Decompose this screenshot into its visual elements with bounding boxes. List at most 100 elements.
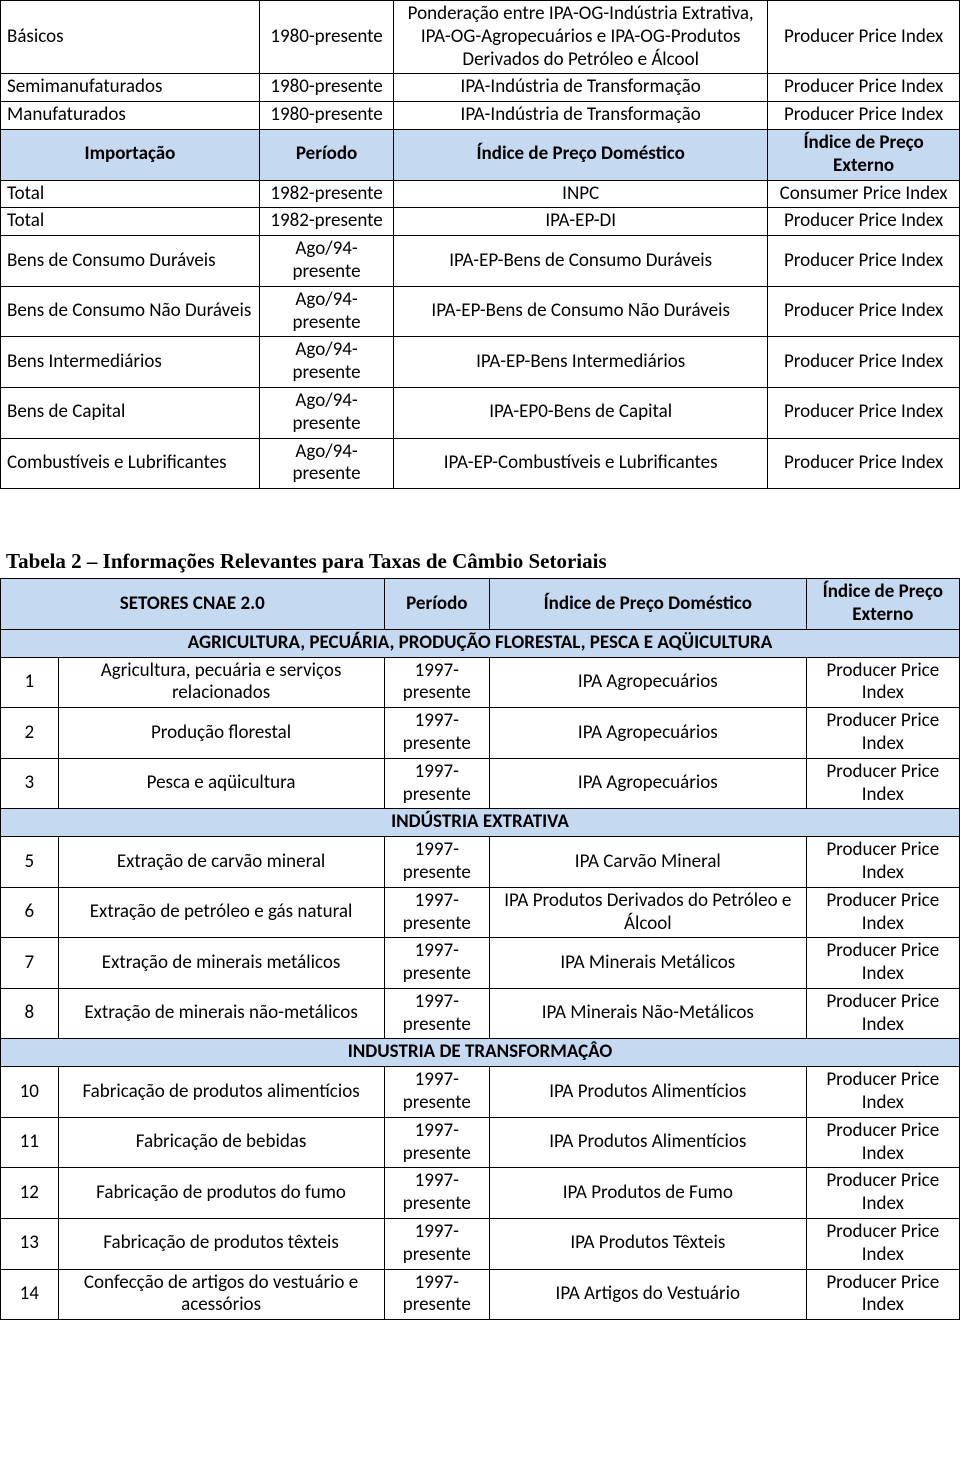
table-row: Bens de CapitalAgo/94-presenteIPA-EP0-Be… (1, 387, 960, 438)
cell: 1997-presente (384, 887, 489, 938)
cell: Consumer Price Index (768, 180, 960, 208)
table-row: Semimanufaturados1980-presenteIPA-Indúst… (1, 74, 960, 102)
cell: Ago/94-presente (259, 387, 393, 438)
cell: Combustíveis e Lubrificantes (1, 438, 260, 489)
cell: Bens de Capital (1, 387, 260, 438)
cell: 2 (1, 708, 59, 759)
cell: Fabricação de produtos do fumo (58, 1168, 384, 1219)
cell: Bens de Consumo Duráveis (1, 236, 260, 287)
cell: 1997-presente (384, 708, 489, 759)
cell: Extração de petróleo e gás natural (58, 887, 384, 938)
cell: INPC (394, 180, 768, 208)
cell: Ago/94-presente (259, 438, 393, 489)
cell: Producer Price Index (768, 337, 960, 388)
cell: Ago/94-presente (259, 286, 393, 337)
cell: 13 (1, 1219, 59, 1270)
section-title: INDÚSTRIA EXTRATIVA (1, 809, 960, 837)
header-cell: Importação (1, 129, 260, 180)
cell: Fabricação de bebidas (58, 1117, 384, 1168)
table-row: 7Extração de minerais metálicos1997-pres… (1, 938, 960, 989)
cell: Total (1, 208, 260, 236)
cell: IPA-EP0-Bens de Capital (394, 387, 768, 438)
cell: Producer Price Index (806, 1168, 959, 1219)
cell: Producer Price Index (806, 837, 959, 888)
cell: 1997-presente (384, 1269, 489, 1320)
cell: Producer Price Index (806, 1269, 959, 1320)
cell: Semimanufaturados (1, 74, 260, 102)
cell: Agricultura, pecuária e serviços relacio… (58, 657, 384, 708)
cell: IPA Produtos de Fumo (490, 1168, 806, 1219)
cell: IPA Produtos Têxteis (490, 1219, 806, 1270)
cell: 7 (1, 938, 59, 989)
cell: Ponderação entre IPA-OG-Indústria Extrat… (394, 1, 768, 74)
section-row: INDÚSTRIA EXTRATIVA (1, 809, 960, 837)
cell: 11 (1, 1117, 59, 1168)
table-row: Total1982-presenteIPA-EP-DIProducer Pric… (1, 208, 960, 236)
table-row: 10Fabricação de produtos alimentícios199… (1, 1067, 960, 1118)
table-row: 6Extração de petróleo e gás natural1997-… (1, 887, 960, 938)
cell: IPA Carvão Mineral (490, 837, 806, 888)
cell: Producer Price Index (806, 1067, 959, 1118)
cell: Producer Price Index (768, 438, 960, 489)
table-row: Bens de Consumo Não DuráveisAgo/94-prese… (1, 286, 960, 337)
cell: Bens de Consumo Não Duráveis (1, 286, 260, 337)
table-row: 5Extração de carvão mineral1997-presente… (1, 837, 960, 888)
table-row: 1Agricultura, pecuária e serviços relaci… (1, 657, 960, 708)
cell: Producer Price Index (768, 1, 960, 74)
cell: 1980-presente (259, 102, 393, 130)
cell: IPA Minerais Metálicos (490, 938, 806, 989)
header-cell: SETORES CNAE 2.0 (1, 579, 385, 630)
table-row: 11Fabricação de bebidas1997-presenteIPA … (1, 1117, 960, 1168)
header-cell: Período (259, 129, 393, 180)
cell: Bens Intermediários (1, 337, 260, 388)
cell: 8 (1, 988, 59, 1039)
cell: IPA-EP-Combustíveis e Lubrificantes (394, 438, 768, 489)
cell: 14 (1, 1269, 59, 1320)
cell: 10 (1, 1067, 59, 1118)
section-row: INDUSTRIA DE TRANSFORMAÇÂO (1, 1039, 960, 1067)
table-row: 14Confecção de artigos do vestuário e ac… (1, 1269, 960, 1320)
cell: 6 (1, 887, 59, 938)
cell: IPA-EP-Bens de Consumo Duráveis (394, 236, 768, 287)
cell: Producer Price Index (806, 758, 959, 809)
cell: Extração de minerais não-metálicos (58, 988, 384, 1039)
cell: 1997-presente (384, 758, 489, 809)
cell: IPA Artigos do Vestuário (490, 1269, 806, 1320)
cell: Producer Price Index (768, 286, 960, 337)
header-cell: Índice de Preço Doméstico (394, 129, 768, 180)
cell: Producer Price Index (806, 708, 959, 759)
cell: IPA-EP-Bens Intermediários (394, 337, 768, 388)
cell: Producer Price Index (768, 236, 960, 287)
table-row: 13Fabricação de produtos têxteis1997-pre… (1, 1219, 960, 1270)
cell: 1997-presente (384, 1168, 489, 1219)
cell: Ago/94-presente (259, 337, 393, 388)
cell: IPA Agropecuários (490, 657, 806, 708)
table-row: Total1982-presenteINPCConsumer Price Ind… (1, 180, 960, 208)
header-cell: Índice de Preço Doméstico (490, 579, 806, 630)
table-row: Básicos1980-presentePonderação entre IPA… (1, 1, 960, 74)
cell: 3 (1, 758, 59, 809)
cell: Pesca e aqüicultura (58, 758, 384, 809)
cell: 1997-presente (384, 837, 489, 888)
cell: Producer Price Index (806, 1219, 959, 1270)
table-row: 3Pesca e aqüicultura1997-presenteIPA Agr… (1, 758, 960, 809)
table-header-row: ImportaçãoPeríodoÍndice de Preço Domésti… (1, 129, 960, 180)
cell: Producer Price Index (806, 887, 959, 938)
cell: Básicos (1, 1, 260, 74)
cell: 1997-presente (384, 1117, 489, 1168)
cell: Ago/94-presente (259, 236, 393, 287)
section-title: AGRICULTURA, PECUÁRIA, PRODUÇÃO FLORESTA… (1, 629, 960, 657)
cell: Fabricação de produtos alimentícios (58, 1067, 384, 1118)
cell: Extração de minerais metálicos (58, 938, 384, 989)
cell: 1997-presente (384, 657, 489, 708)
cell: Producer Price Index (806, 657, 959, 708)
cell: Producer Price Index (768, 208, 960, 236)
table-row: Combustíveis e LubrificantesAgo/94-prese… (1, 438, 960, 489)
cell: 5 (1, 837, 59, 888)
table-row: 2Produção florestal1997-presenteIPA Agro… (1, 708, 960, 759)
cell: IPA Minerais Não-Metálicos (490, 988, 806, 1039)
cell: Producer Price Index (806, 1117, 959, 1168)
cell: Producer Price Index (768, 387, 960, 438)
cell: 1997-presente (384, 1219, 489, 1270)
cell: 1997-presente (384, 1067, 489, 1118)
